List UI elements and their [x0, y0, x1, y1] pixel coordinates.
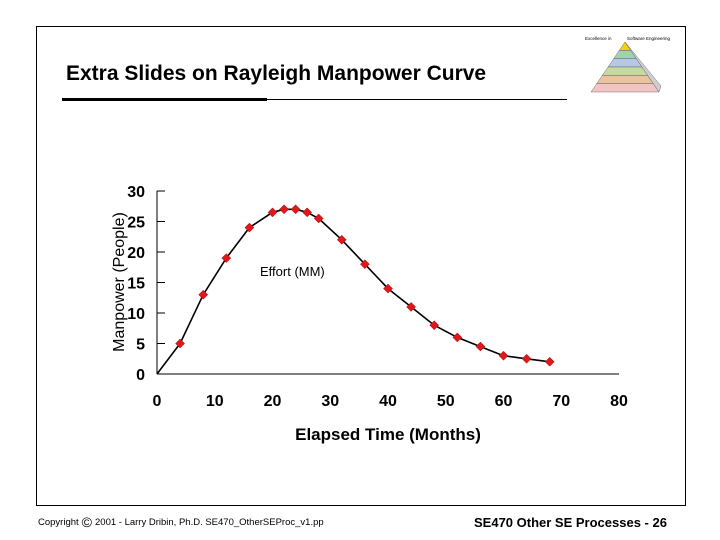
y-tick-label: 15	[127, 276, 145, 293]
copyright-symbol: ©	[81, 514, 92, 530]
data-point-marker	[383, 283, 393, 294]
x-tick-label: 50	[437, 393, 455, 410]
data-point-marker	[267, 207, 278, 218]
x-tick-label: 20	[264, 393, 282, 410]
data-point-marker	[521, 353, 532, 364]
title-underline-thin	[267, 99, 567, 100]
logo-right-text: Software Engineering	[627, 36, 671, 41]
y-tick-label: 0	[136, 367, 145, 384]
data-point-marker	[475, 341, 486, 352]
x-tick-label: 10	[206, 393, 224, 410]
slide-frame	[36, 26, 686, 506]
data-point-marker	[498, 350, 509, 361]
pyramid-logo: Excellence in Software Engineering	[585, 36, 671, 93]
data-point-marker	[544, 356, 555, 367]
x-tick-label: 40	[379, 393, 397, 410]
data-point-marker	[302, 207, 313, 218]
data-point-marker	[244, 222, 255, 233]
title-underline	[62, 98, 267, 101]
series-line	[156, 208, 550, 375]
x-tick-label: 30	[321, 393, 339, 410]
chart-ticks: 0 5 10 15 20 25 30 0 10 20 30 40 50 60 70 80	[127, 184, 628, 410]
copyright-line: Copyright © 2001 - Larry Dribin, Ph.D. SE4…	[38, 514, 324, 530]
effort-annotation: Effort (MM)	[260, 264, 325, 279]
x-axis-label: Elapsed Time (Months)	[295, 425, 481, 444]
pyramid-layers	[590, 41, 662, 93]
y-tick-label: 25	[127, 215, 145, 232]
x-tick-label: 60	[495, 393, 513, 410]
pyramid-side	[624, 41, 662, 93]
data-point-marker	[290, 204, 301, 215]
y-tick-label: 5	[136, 337, 145, 354]
y-axis-label: Manpower (People)	[111, 212, 128, 352]
copyright-text: 2001 - Larry Dribin, Ph.D. SE470_OtherSE…	[95, 517, 324, 528]
data-point-marker	[429, 320, 440, 331]
slide-title: Extra Slides on Rayleigh Manpower Curve	[66, 62, 487, 85]
data-point-marker	[452, 332, 463, 343]
x-tick-label: 70	[552, 393, 570, 410]
x-tick-label: 80	[610, 393, 628, 410]
data-point-marker	[198, 289, 209, 300]
logo-left-text: Excellence in	[585, 36, 612, 41]
chart-series	[156, 204, 555, 375]
data-point-marker	[360, 259, 370, 270]
y-tick-label: 30	[127, 184, 145, 201]
chart-axes	[156, 191, 619, 375]
data-point-marker	[313, 213, 324, 224]
y-tick-label: 20	[127, 245, 145, 262]
x-tick-label: 0	[153, 393, 162, 410]
data-point-marker	[336, 234, 347, 245]
y-tick-label: 10	[127, 306, 145, 323]
data-point-marker	[175, 338, 185, 349]
data-point-marker	[279, 204, 289, 215]
slide-footer: SE470 Other SE Processes - 26	[474, 515, 667, 530]
copyright-prefix: Copyright	[38, 517, 79, 528]
data-point-marker	[221, 253, 232, 263]
data-point-marker	[406, 302, 416, 312]
